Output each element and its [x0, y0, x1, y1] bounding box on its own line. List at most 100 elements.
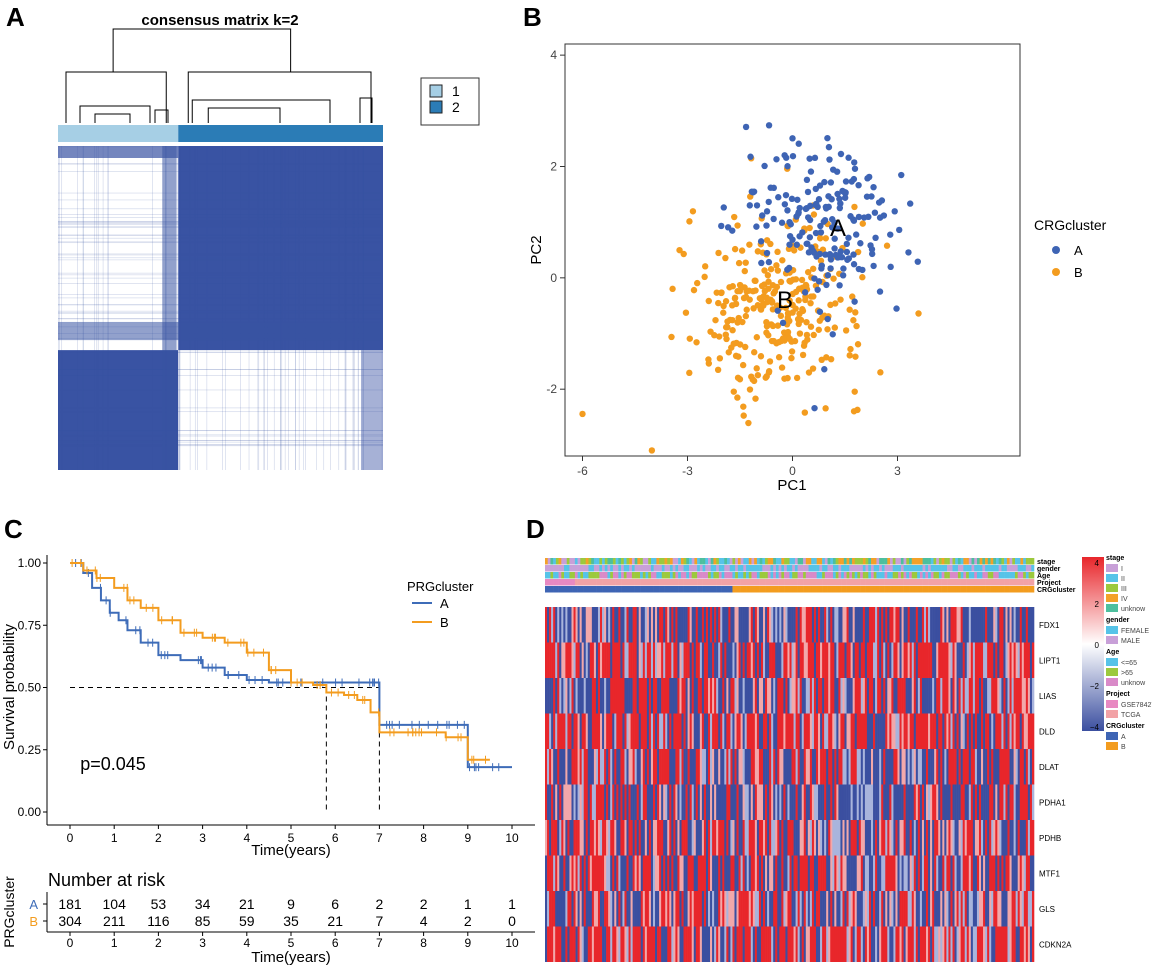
heat-cell — [687, 678, 690, 714]
km-y-tick-label: 0.75 — [18, 618, 42, 632]
heat-cell — [614, 784, 617, 820]
heat-cell — [803, 642, 807, 678]
annotation-cell — [705, 579, 709, 586]
heat-cell — [818, 784, 821, 820]
heat-cell — [779, 642, 782, 678]
heat-cell — [940, 855, 943, 891]
heat-cell — [981, 926, 984, 962]
annotation-cell — [979, 572, 983, 579]
heat-cell — [758, 678, 762, 714]
heat-cell — [952, 713, 955, 749]
annotation-cell — [925, 565, 929, 572]
heat-cell — [597, 784, 601, 820]
annotation-cell — [851, 586, 855, 593]
heat-cell — [775, 678, 778, 714]
heat-cell — [640, 607, 644, 643]
heat-cell — [589, 749, 593, 785]
heat-cell — [728, 784, 731, 820]
heat-cell — [716, 607, 719, 643]
point-B — [816, 317, 823, 324]
point-B — [732, 352, 740, 360]
heat-cell — [591, 926, 595, 962]
annotation-cell — [718, 565, 722, 572]
heat-cell — [626, 678, 629, 714]
heat-cell — [787, 607, 790, 643]
heat-cell — [693, 855, 697, 891]
heat-cell — [972, 749, 976, 785]
annotation-cell — [659, 558, 663, 565]
annotation-cell — [669, 572, 673, 579]
heat-cell — [873, 678, 876, 714]
heat-cell — [948, 642, 951, 678]
heat-cell — [665, 607, 668, 643]
heat-cell — [638, 749, 642, 785]
heat-cell — [569, 678, 572, 714]
heat-cell — [789, 607, 792, 643]
annotation-cell — [805, 572, 809, 579]
annotation-cell — [770, 579, 774, 586]
heat-cell — [740, 607, 743, 643]
heat-cell — [854, 749, 858, 785]
heat-cell — [693, 820, 697, 856]
annotation-cell — [583, 565, 587, 572]
annotation-cell — [786, 586, 790, 593]
annotation-cell — [906, 572, 910, 579]
annotation-cell — [675, 586, 679, 593]
annotation-cell — [930, 565, 934, 572]
heat-cell — [718, 713, 721, 749]
point-B — [722, 254, 729, 262]
heat-cell — [1009, 713, 1012, 749]
heat-cell — [587, 678, 591, 714]
heat-cell — [557, 749, 560, 785]
heat-cell — [919, 678, 923, 714]
annotation-cell — [710, 579, 714, 586]
heat-cell — [652, 678, 656, 714]
heat-cell — [844, 678, 847, 714]
heat-cell — [650, 607, 654, 643]
heat-cell — [968, 891, 972, 927]
heat-cell — [854, 713, 858, 749]
noise-col — [257, 146, 259, 470]
point-B — [851, 388, 858, 395]
point-A — [763, 222, 770, 229]
noise-row — [58, 163, 383, 165]
point-B — [817, 257, 825, 264]
heat-cell — [832, 678, 835, 714]
heat-cell — [687, 642, 690, 678]
annotation-cell — [1025, 565, 1029, 572]
heat-cell — [563, 926, 566, 962]
heat-cell — [923, 926, 927, 962]
heat-cell — [862, 713, 866, 749]
heat-cell — [581, 678, 585, 714]
heat-cell — [771, 820, 774, 856]
annotation-cell — [843, 572, 847, 579]
heat-cell — [1031, 891, 1035, 927]
heat-cell — [608, 678, 611, 714]
heat-cell — [593, 678, 597, 714]
heat-cell — [940, 926, 943, 962]
point-A — [893, 305, 900, 312]
heat-cell — [740, 713, 743, 749]
heat-cell — [648, 607, 652, 643]
heat-cell — [926, 784, 929, 820]
heat-cell — [822, 642, 825, 678]
heat-cell — [850, 855, 853, 891]
heat-cell — [763, 926, 766, 962]
heat-cell — [795, 784, 798, 820]
point-A — [823, 205, 830, 212]
heat-cell — [942, 855, 945, 891]
heat-cell — [1031, 820, 1035, 856]
annotation-cell — [800, 565, 804, 572]
heat-cell — [932, 784, 935, 820]
point-A — [763, 208, 771, 215]
heat-cell — [944, 642, 947, 678]
heat-cell — [820, 926, 823, 962]
heat-cell — [705, 855, 709, 891]
heat-cell — [608, 642, 611, 678]
noise-col — [197, 146, 198, 470]
heat-cell — [547, 784, 550, 820]
heat-cell — [1009, 926, 1012, 962]
heat-cell — [724, 926, 727, 962]
heat-cell — [720, 784, 723, 820]
heat-cell — [1003, 607, 1006, 643]
